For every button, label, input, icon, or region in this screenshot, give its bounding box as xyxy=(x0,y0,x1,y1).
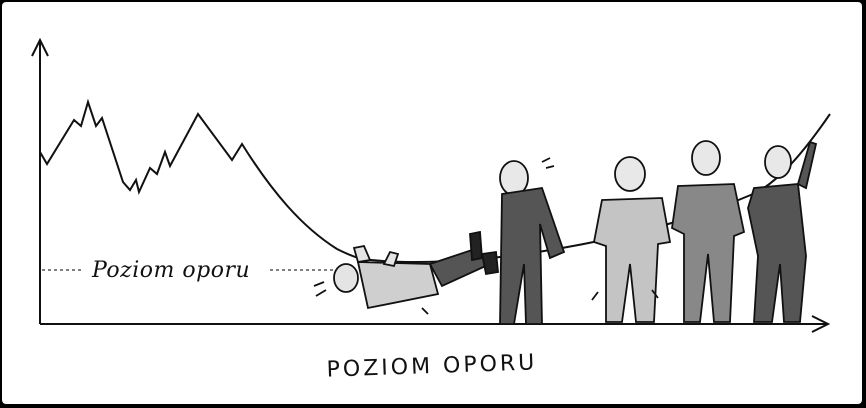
man-3-figure xyxy=(671,140,746,323)
price-line xyxy=(39,98,831,263)
x-axis xyxy=(40,315,831,333)
man-2-figure xyxy=(591,156,672,323)
cartoon-illustration xyxy=(31,37,831,333)
y-axis xyxy=(31,37,49,324)
man-1-figure xyxy=(499,157,566,325)
man-4-figure xyxy=(747,140,818,323)
lying-man-figure xyxy=(313,230,499,315)
support-level-label: Poziom oporu xyxy=(88,258,255,283)
cartoon-frame: Poziom oporu POZIOM OPORU xyxy=(2,2,862,404)
